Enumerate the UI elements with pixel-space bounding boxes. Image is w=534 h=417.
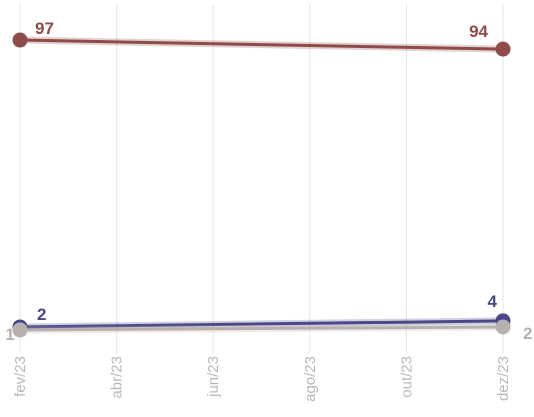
series-0-point-0	[12, 32, 28, 48]
data-label-s2-p1: 2	[523, 324, 532, 343]
series-0-point-1	[495, 41, 511, 57]
series-2-point-1	[495, 319, 511, 335]
data-label-s0-p0: 97	[35, 19, 54, 38]
series-2-point-0	[12, 322, 28, 338]
x-tick-label-3: ago/23	[302, 356, 319, 402]
x-tick-label-1: abr/23	[109, 356, 126, 399]
x-tick-label-5: dez/23	[495, 356, 512, 401]
x-tick-label-2: jun/23	[205, 356, 222, 398]
data-label-s2-p0: 1	[5, 325, 14, 344]
x-tick-label-4: out/23	[398, 356, 415, 398]
data-label-s0-p1: 94	[469, 22, 488, 41]
series-2-line	[18, 325, 505, 332]
series-0-line	[18, 38, 505, 51]
data-label-s1-p0: 2	[37, 305, 46, 324]
series-1-line	[18, 319, 505, 329]
x-tick-label-0: fev/23	[12, 356, 29, 397]
data-label-s1-p1: 4	[488, 292, 498, 311]
